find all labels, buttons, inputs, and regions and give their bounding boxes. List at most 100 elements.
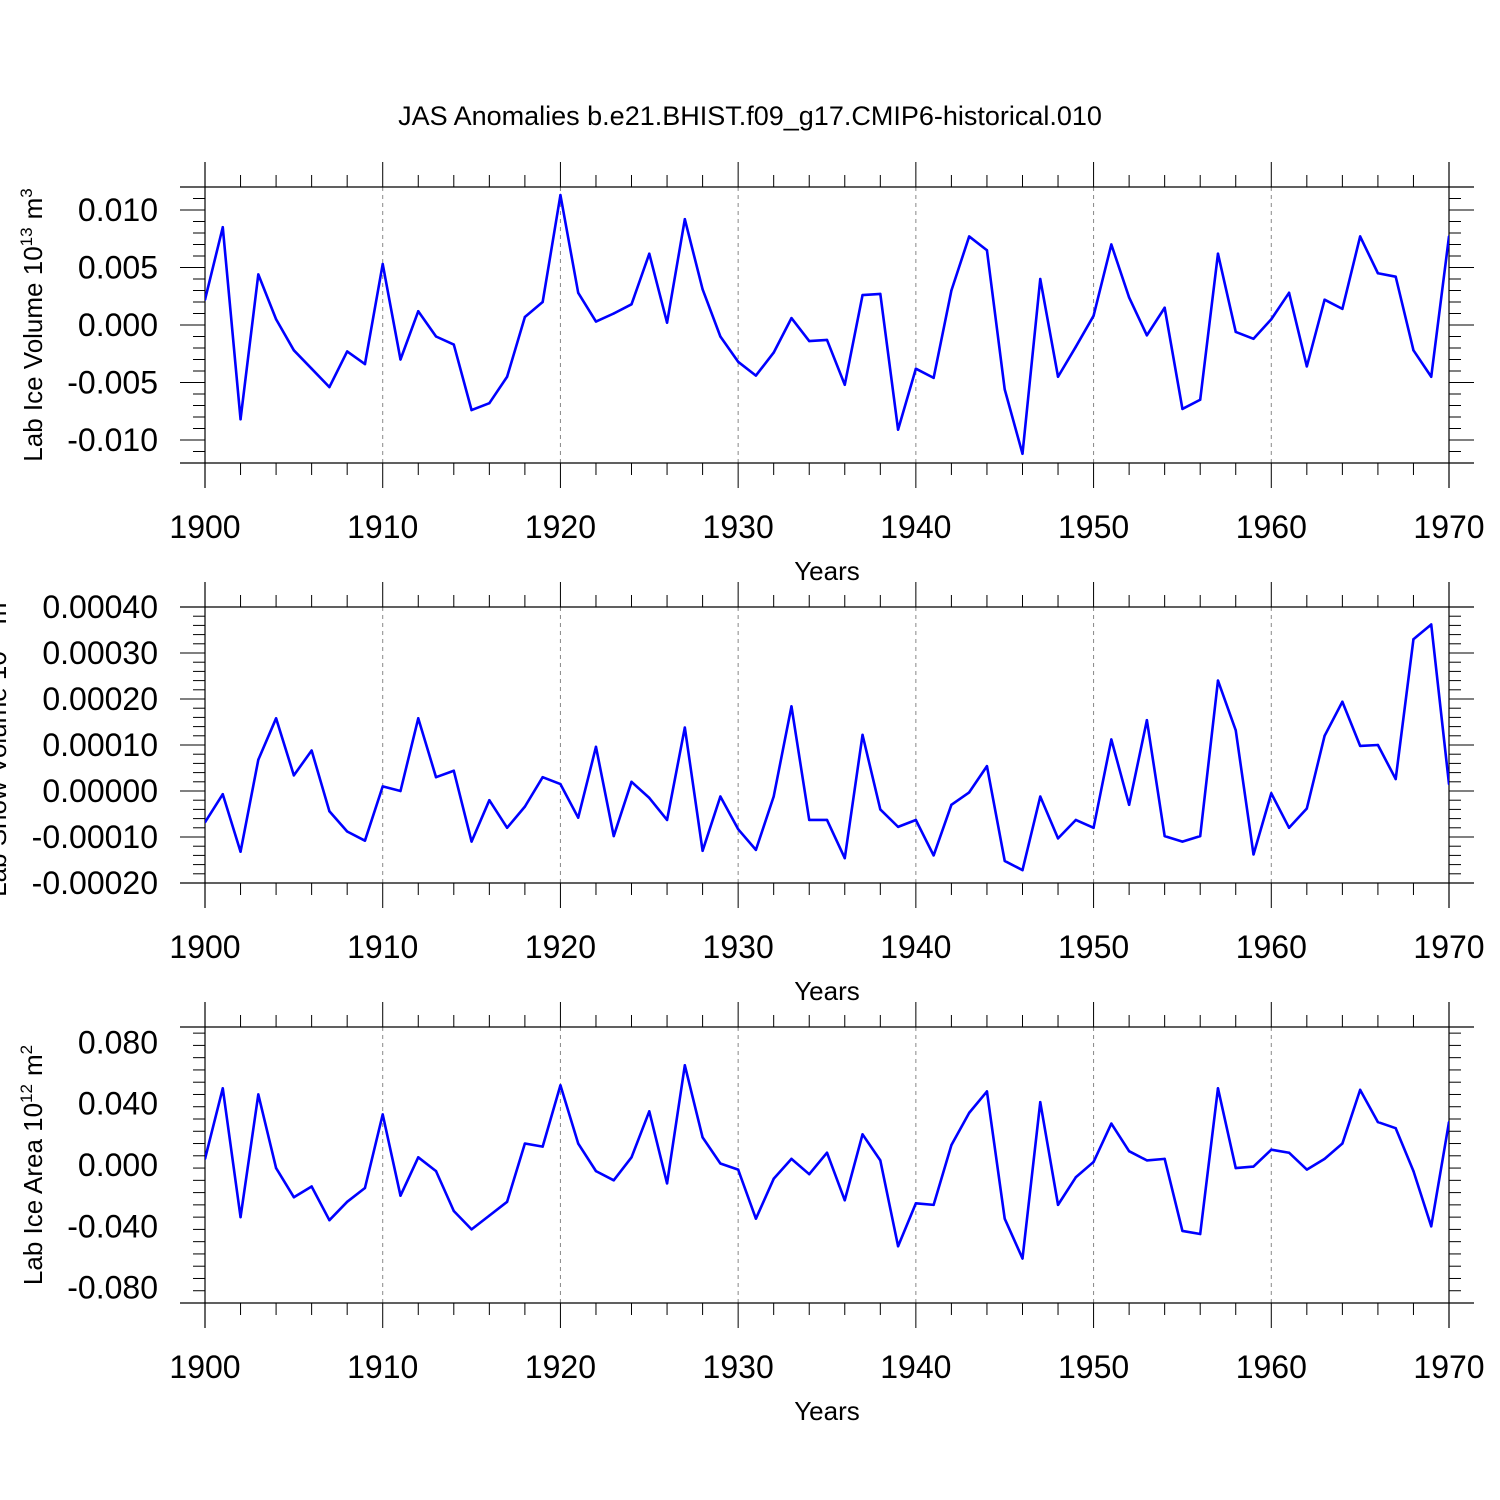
data-point: [205, 821, 207, 824]
data-point: [719, 335, 722, 338]
data-point: [1412, 349, 1415, 352]
data-point: [541, 1145, 544, 1148]
data-point: [505, 826, 509, 829]
data-point: [559, 193, 562, 197]
data-point: [470, 1228, 473, 1231]
data-point: [1430, 375, 1433, 378]
data-point: [932, 1203, 935, 1207]
data-point: [612, 1179, 615, 1182]
x-tick-label: 1950: [1058, 509, 1129, 545]
chart-panel-2: 1900 1910 1920 1930 1940 1950 1960 1970 0.00040 0…: [0, 582, 1485, 1006]
y-tick-label: -0.00020: [32, 865, 158, 901]
data-point: [559, 782, 562, 786]
data-point: [1234, 1166, 1237, 1170]
y-axis-title-unit-exponent: 3: [17, 188, 36, 197]
data-point: [967, 1111, 971, 1115]
data-point: [612, 312, 615, 315]
y-tick-label: 0.00010: [42, 727, 158, 763]
y-tick-label: -0.010: [67, 422, 158, 458]
data-point: [648, 1110, 651, 1113]
y-axis-title: Lab Snow Volume 1013m3: [0, 593, 12, 897]
data-point: [1305, 807, 1309, 810]
data-point: [612, 834, 615, 838]
data-point: [683, 218, 687, 221]
data-point: [1181, 407, 1184, 411]
data-point: [257, 758, 260, 761]
data-point: [665, 1182, 669, 1185]
data-point: [310, 1185, 313, 1188]
x-tick-label: 1960: [1236, 509, 1307, 545]
data-point: [274, 318, 278, 321]
data-point: [488, 402, 491, 405]
x-tick-label: 1970: [1413, 929, 1484, 965]
data-point: [345, 830, 349, 833]
data-point: [683, 726, 687, 729]
chart-panel-1: 1900 1910 1920 1930 1940 1950 1960 1970 0.010 0.0…: [17, 162, 1485, 586]
data-point: [1412, 1169, 1415, 1173]
data-point: [310, 367, 313, 370]
data-point: [1127, 803, 1131, 806]
data-point: [1323, 734, 1326, 737]
data-point: [879, 1159, 882, 1162]
data-point: [665, 321, 669, 324]
data-point: [701, 1136, 704, 1139]
data-point: [896, 428, 900, 431]
x-tick-label: 1900: [169, 929, 240, 965]
data-point: [683, 1064, 687, 1067]
chart-panel-3: 1900 1910 1920 1930 1940 1950 1960 1970 0.080 0.0…: [17, 1002, 1485, 1426]
data-point: [790, 316, 793, 320]
data-point: [967, 235, 971, 238]
data-point: [736, 827, 740, 831]
data-point: [772, 351, 775, 354]
data-point: [505, 1200, 509, 1204]
data-point: [434, 1169, 438, 1173]
data-point: [1003, 388, 1006, 391]
x-tick-label: 1930: [703, 929, 774, 965]
x-tick-label: 1940: [880, 929, 951, 965]
data-point: [1305, 365, 1309, 368]
y-axis-title-exponent: 13: [17, 227, 36, 246]
data-point: [1021, 452, 1024, 455]
data-point: [1074, 1176, 1078, 1179]
data-point: [808, 818, 811, 822]
data-point: [399, 1194, 402, 1197]
data-point: [1216, 679, 1220, 682]
y-tick-label: 0.00030: [42, 635, 158, 671]
data-point: [1252, 337, 1255, 340]
y-tick-label: 0.00000: [42, 773, 158, 809]
data-point: [1056, 375, 1060, 378]
figure-title: JAS Anomalies b.e21.BHIST.f09_g17.CMIP6-…: [398, 101, 1102, 131]
y-axis-title: Lab Ice Area 1012 m2: [17, 1045, 48, 1285]
data-point: [417, 717, 420, 720]
data-point: [1394, 275, 1397, 278]
x-tick-label: 1900: [169, 509, 240, 545]
data-point: [932, 854, 935, 857]
data-point: [1127, 296, 1131, 299]
data-point: [1287, 826, 1291, 829]
data-point: [665, 818, 669, 822]
data-point: [825, 338, 829, 342]
y-tick-label: 0.005: [78, 250, 158, 286]
data-point: [1003, 1217, 1006, 1220]
data-point: [790, 705, 793, 708]
data-point: [239, 1215, 242, 1219]
data-point: [345, 350, 349, 353]
y-axis-title-unit-exponent: 2: [17, 1045, 36, 1054]
data-point: [1092, 826, 1095, 829]
data-point: [523, 1142, 527, 1145]
data-point: [239, 418, 242, 421]
data-point: [1376, 272, 1380, 275]
data-point: [470, 840, 473, 843]
x-tick-label: 1920: [525, 509, 596, 545]
data-point: [1110, 738, 1113, 741]
data-point: [328, 385, 331, 389]
data-point: [701, 849, 704, 852]
data-point: [594, 320, 598, 323]
data-point: [1181, 1229, 1184, 1233]
data-point: [1145, 334, 1149, 337]
data-point: [1074, 818, 1078, 822]
data-point: [541, 300, 544, 304]
data-point: [541, 776, 544, 779]
data-point: [861, 1133, 864, 1136]
